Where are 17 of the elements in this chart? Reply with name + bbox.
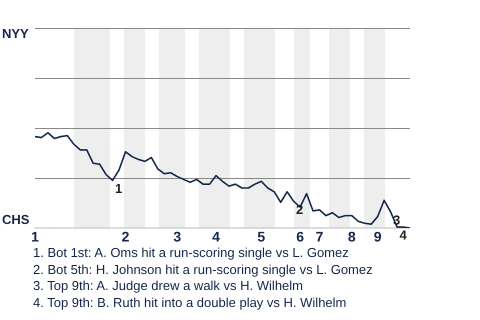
- annotation: 2: [296, 202, 304, 217]
- x-tick-label: 2: [122, 228, 130, 244]
- text: 1. Bot 1st: A. Oms hit a run-scoring single vs L. Gomez: [33, 245, 350, 262]
- x-tick-label: 1: [31, 228, 40, 244]
- text: 4. Top 9th: B. Ruth hit into a double play vs H. Wilhelm: [33, 294, 348, 311]
- x-tick-label: 7: [316, 228, 324, 244]
- x-tick-label: 3: [173, 228, 182, 244]
- annotation: 1: [114, 180, 122, 196]
- x-tick-label: 9: [374, 228, 382, 244]
- x-tick-label: 4: [212, 228, 220, 244]
- x-tick-label: 6: [296, 228, 304, 244]
- text: NYY: [2, 26, 29, 41]
- text: 2. Bot 5th: H. Johnson hit a run-scoring single vs L. Gomez: [33, 262, 373, 278]
- text: 3. Top 9th: A. Judge drew a walk vs H. Wilhelm: [33, 278, 304, 294]
- x-tick-label: 5: [257, 228, 266, 244]
- text: CHS: [2, 212, 30, 227]
- x-tick-label: 8: [348, 228, 356, 244]
